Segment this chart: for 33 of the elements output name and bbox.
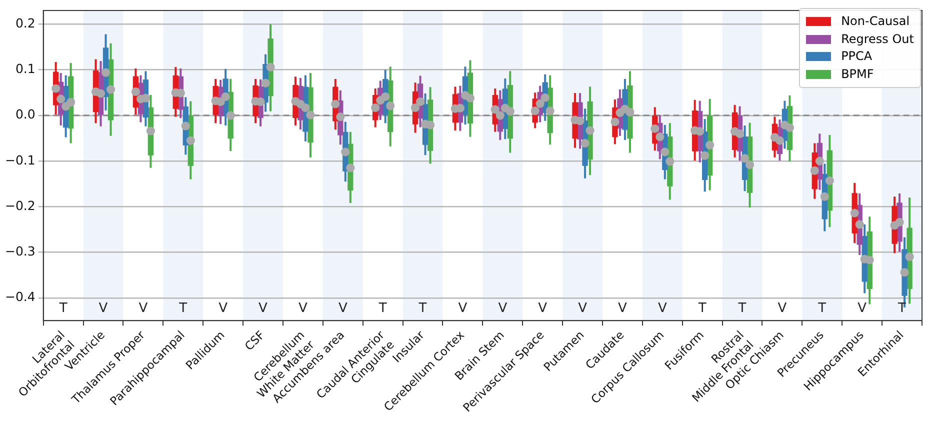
annotation: V bbox=[338, 301, 348, 316]
annotation: T bbox=[697, 301, 706, 316]
annotation: T bbox=[817, 301, 826, 316]
annotation: T bbox=[897, 301, 906, 316]
legend-label: Regress Out bbox=[841, 30, 914, 48]
annotation: V bbox=[578, 301, 588, 316]
y-tick-label: 0.0 bbox=[15, 106, 36, 122]
annotation: T bbox=[737, 301, 746, 316]
annotation: V bbox=[458, 301, 468, 316]
annotation: V bbox=[618, 301, 628, 316]
y-tick-label: 0.2 bbox=[15, 15, 36, 30]
annotation: T bbox=[418, 301, 427, 316]
annotation: V bbox=[98, 301, 108, 316]
legend-label: PPCA bbox=[841, 48, 872, 65]
y-tick-label: −0.3 bbox=[4, 243, 36, 258]
y-tick-label: 0.1 bbox=[15, 61, 36, 76]
annotation: T bbox=[378, 301, 387, 316]
annotation: T bbox=[58, 301, 68, 316]
annotation: T bbox=[178, 301, 188, 316]
annotation: V bbox=[538, 301, 548, 316]
annotation: V bbox=[298, 301, 308, 316]
y-tick-label: −0.1 bbox=[4, 152, 36, 168]
annotation: V bbox=[138, 301, 148, 316]
legend-label: Non-Causal bbox=[841, 13, 910, 30]
annotation: V bbox=[858, 301, 867, 316]
legend-label: BPMF bbox=[841, 66, 874, 82]
annotation: V bbox=[258, 301, 268, 316]
annotation: V bbox=[778, 301, 787, 316]
y-tick-label: −0.4 bbox=[4, 289, 36, 304]
y-tick-label: −0.2 bbox=[4, 198, 36, 213]
annotation: V bbox=[218, 301, 228, 316]
annotation: V bbox=[658, 301, 667, 316]
annotation: V bbox=[498, 301, 508, 316]
